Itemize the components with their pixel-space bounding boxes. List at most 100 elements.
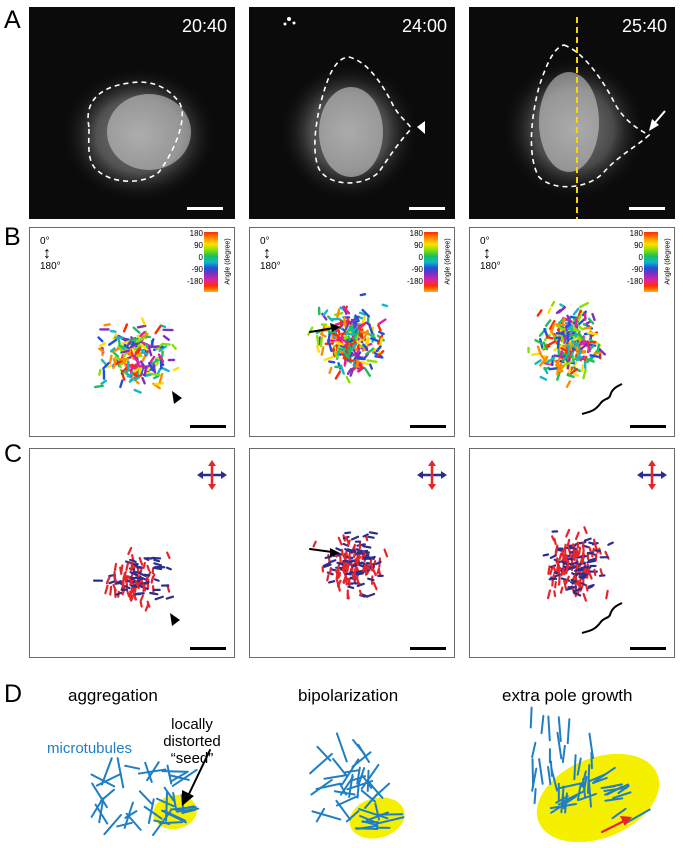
trace-segment — [360, 330, 371, 336]
trace-segment — [100, 358, 107, 365]
trace-segment — [577, 309, 583, 317]
trace-segment — [162, 334, 170, 341]
trace-segment — [370, 337, 380, 343]
trace-segment — [549, 330, 556, 338]
microtubule — [555, 795, 569, 804]
trace-segment — [359, 292, 367, 297]
trace-segment — [148, 361, 155, 372]
trace-segment — [353, 330, 359, 340]
trace-segment — [531, 352, 542, 356]
trace-segment — [587, 343, 597, 347]
microtubule — [103, 814, 122, 836]
class-segment — [559, 586, 564, 594]
class-segment — [358, 589, 363, 597]
trace-segment — [143, 365, 148, 377]
microtubule — [531, 741, 537, 759]
trace-segment — [356, 347, 361, 354]
class-segment — [560, 560, 567, 564]
microtubule — [163, 786, 175, 802]
class-segment — [562, 579, 567, 590]
trace-segment — [130, 337, 139, 342]
trace-segment — [344, 332, 355, 336]
trace-segment — [139, 330, 146, 338]
growth-arrow — [600, 819, 626, 834]
angle-traces-1 — [93, 317, 182, 404]
trace-segment — [568, 342, 574, 352]
class-segment — [372, 568, 377, 577]
vertical-arrowhead — [208, 484, 216, 490]
class-segment — [129, 558, 137, 563]
trace-segment — [598, 347, 607, 356]
class-segment — [127, 546, 133, 555]
trace-segment — [568, 365, 572, 374]
class-segment — [350, 563, 358, 568]
trace-segment — [359, 360, 371, 366]
micrograph-1-svg — [61, 67, 217, 203]
microtubule — [583, 775, 588, 791]
orientation-top-label: 0° — [40, 236, 50, 247]
class-segment — [139, 594, 144, 602]
class-segment — [113, 576, 117, 584]
class-segment — [375, 560, 382, 566]
trace-segment — [345, 375, 351, 384]
class-segment — [575, 548, 578, 559]
class-segment — [362, 545, 372, 549]
horizontal-arrowhead — [197, 471, 203, 479]
colorbar-tick: -90 — [631, 265, 643, 274]
trace-segment — [572, 372, 580, 377]
class-segment — [146, 600, 151, 608]
trace-segment — [568, 337, 579, 343]
trace-segment — [558, 364, 564, 371]
angle-colorbar — [644, 232, 658, 292]
micrograph-panel-3: 25:40 — [469, 7, 675, 219]
trace-segment — [587, 345, 591, 353]
trace-segment — [151, 372, 161, 377]
class-segment — [564, 562, 575, 566]
class-segment — [351, 572, 356, 581]
trace-segment — [544, 319, 552, 327]
seed-pointer-head — [182, 790, 194, 806]
class-segment — [572, 561, 579, 565]
class-segment — [362, 556, 372, 561]
class-segment — [376, 567, 381, 575]
microtubule — [547, 715, 551, 742]
class-segment — [572, 548, 577, 558]
class-segment — [154, 595, 164, 601]
arrow-marker — [309, 548, 333, 553]
trace-segment — [158, 345, 167, 352]
trace-segment — [102, 362, 110, 370]
trace-segment — [103, 323, 111, 327]
class-segment — [328, 567, 333, 575]
microtubule — [588, 773, 606, 783]
trace-segment — [115, 359, 123, 366]
colorbar-tick: -90 — [411, 265, 423, 274]
trace-segment — [378, 330, 385, 336]
trace-segment — [543, 366, 551, 371]
trace-segment — [548, 367, 558, 371]
trace-segment — [553, 359, 562, 369]
class-segment — [580, 576, 587, 580]
double-arrow-icon: ↕ — [483, 245, 491, 262]
microtubule — [600, 785, 616, 789]
class-segment — [120, 564, 124, 574]
trace-segment — [109, 347, 116, 353]
trace-segment — [543, 327, 549, 339]
scale-bar-b1 — [190, 425, 226, 428]
trace-segment — [346, 367, 353, 375]
class-segment — [578, 565, 587, 571]
class-segment — [344, 548, 354, 554]
micrograph-2-svg — [279, 17, 425, 202]
class-segment — [328, 580, 336, 584]
class-segment — [586, 559, 596, 564]
trace-segment — [553, 354, 565, 359]
class-segment — [342, 576, 347, 584]
trace-segment — [586, 331, 598, 336]
trace-segment — [152, 374, 160, 380]
trace-segment — [344, 320, 351, 331]
microtubule — [147, 798, 155, 825]
trace-segment — [97, 336, 104, 343]
horizontal-arrowhead — [441, 471, 447, 479]
trace-segment — [138, 367, 143, 374]
trace-segment — [585, 320, 592, 325]
class-segment — [549, 566, 554, 576]
